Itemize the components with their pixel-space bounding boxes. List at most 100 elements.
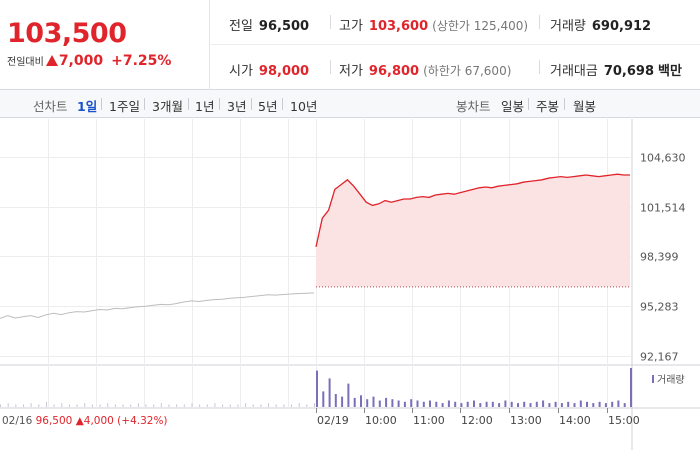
change-value: 7,000 bbox=[58, 53, 104, 69]
divider bbox=[330, 60, 331, 74]
volume-legend-label: 거래량 bbox=[657, 374, 685, 386]
period-5y[interactable]: 5년 bbox=[258, 99, 278, 114]
volume-bar-prev bbox=[237, 404, 239, 407]
divider bbox=[101, 98, 102, 110]
prev-day-summary: 02/16 96,500 ▲4,000 (+4.32%) bbox=[2, 415, 168, 427]
volume-bar-prev bbox=[7, 403, 9, 407]
period-10y[interactable]: 10년 bbox=[290, 99, 318, 114]
trade-value-unit: 백만 bbox=[658, 64, 682, 79]
prev-close-value: 96,500 bbox=[258, 19, 310, 34]
volume-bar-prev bbox=[30, 403, 32, 407]
today-area-fill bbox=[316, 174, 630, 287]
candle-chart-label: 봉차트 bbox=[456, 99, 491, 114]
volume-bar bbox=[517, 403, 519, 407]
prev-day-line bbox=[0, 292, 315, 319]
volume-bar bbox=[366, 399, 369, 407]
period-1d[interactable]: 1일 bbox=[77, 99, 98, 114]
volume-bar bbox=[328, 378, 331, 407]
volume-bar bbox=[548, 403, 551, 407]
volume-bar bbox=[623, 403, 626, 407]
change-percent: +7.25% bbox=[111, 53, 172, 69]
period-1w[interactable]: 1주일 bbox=[109, 99, 140, 114]
period-3m[interactable]: 3개월 bbox=[152, 99, 183, 114]
volume-bar bbox=[611, 401, 614, 407]
volume-bar-prev bbox=[306, 404, 308, 407]
volume-bar bbox=[529, 403, 532, 407]
volume-bar-prev bbox=[122, 404, 124, 407]
volume-bar bbox=[523, 401, 526, 407]
up-triangle-icon bbox=[45, 55, 58, 66]
volume-bar bbox=[598, 401, 601, 407]
volume-bar bbox=[397, 400, 400, 407]
volume-bar-prev bbox=[0, 404, 1, 407]
volume-bar bbox=[554, 401, 557, 407]
stats-row-1: 전일 96,500 고가 103,600 (상한가 125,400) 거래량 690,9… bbox=[211, 0, 700, 45]
volume-bar-prev bbox=[46, 401, 47, 407]
x-tick-label: 02/19 bbox=[317, 414, 349, 427]
x-tick-label: 10:00 bbox=[365, 414, 397, 427]
volume-bar-prev bbox=[298, 403, 300, 407]
candle-weekly[interactable]: 주봉 bbox=[536, 99, 560, 114]
volume-bar bbox=[460, 403, 463, 407]
volume-bar bbox=[542, 400, 545, 407]
period-selector-bar: 선차트 1일 1주일 3개월 1년 3년 5년 10년 봉차트 일봉 주봉 월봉 bbox=[0, 90, 700, 118]
volume-bar bbox=[491, 401, 494, 407]
y-tick-label: 101,514 bbox=[640, 202, 686, 215]
volume-bar bbox=[403, 401, 406, 407]
volume-bar bbox=[579, 400, 582, 407]
change-row: 전일대비 7,000 +7.25% bbox=[7, 53, 171, 69]
volume-bar bbox=[378, 400, 381, 407]
x-tick-label: 11:00 bbox=[413, 414, 445, 427]
prev-day-close: 96,500 bbox=[36, 415, 76, 427]
volume-bar-prev bbox=[283, 404, 285, 407]
divider bbox=[219, 98, 220, 110]
chart-series bbox=[0, 173, 630, 319]
prev-close-stat: 전일 96,500 bbox=[229, 15, 309, 34]
volume-bar-prev bbox=[61, 403, 63, 407]
volume-bar bbox=[316, 370, 318, 407]
volume-bar-prev bbox=[206, 404, 208, 407]
volume-bar bbox=[322, 391, 325, 407]
volume-bar-prev bbox=[160, 403, 162, 407]
volume-bar-prev bbox=[38, 404, 40, 407]
open-value: 98,000 bbox=[258, 64, 310, 79]
lower-limit: (하한가 67,600) bbox=[423, 64, 512, 78]
x-tick-label: 13:00 bbox=[510, 414, 542, 427]
volume-bar bbox=[473, 400, 475, 407]
volume-bar bbox=[617, 400, 620, 407]
volume-bar bbox=[447, 400, 450, 407]
volume-bar bbox=[347, 383, 350, 407]
volume-bar bbox=[416, 400, 419, 407]
candle-daily[interactable]: 일봉 bbox=[501, 99, 525, 114]
volume-bar bbox=[573, 403, 576, 407]
volume-bar-prev bbox=[168, 404, 170, 407]
volume-bar-prev bbox=[245, 403, 247, 407]
volume-bar bbox=[466, 401, 469, 407]
volume-bar-prev bbox=[291, 404, 292, 407]
volume-bar bbox=[435, 401, 438, 407]
y-tick-label: 95,283 bbox=[640, 301, 679, 314]
volume-bar-prev bbox=[222, 404, 224, 407]
volume-bar bbox=[586, 401, 588, 407]
candle-monthly[interactable]: 월봉 bbox=[573, 99, 597, 114]
period-1y[interactable]: 1년 bbox=[195, 99, 215, 114]
y-tick-label: 92,167 bbox=[640, 351, 679, 364]
divider bbox=[539, 60, 540, 74]
volume-bar bbox=[504, 400, 507, 407]
low-value: 96,800 bbox=[368, 64, 420, 79]
x-axis: 02/16 96,500 ▲4,000 (+4.32%) 02/19 10:00 11… bbox=[2, 408, 640, 427]
volume-bar-prev bbox=[114, 404, 116, 407]
x-tick-label: 15:00 bbox=[608, 414, 640, 427]
volume-value: 690,912 bbox=[591, 19, 652, 34]
volume-bar-prev bbox=[130, 404, 132, 407]
price-chart[interactable]: 104,630 101,514 98,399 95,283 92,167 거래량 02/… bbox=[0, 119, 700, 450]
trade-value-stat: 거래대금 70,698 백만 bbox=[550, 60, 682, 79]
divider bbox=[539, 15, 540, 29]
low-label: 저가 bbox=[339, 64, 363, 79]
volume-bar bbox=[391, 399, 394, 407]
low-stat: 저가 96,800 (하한가 67,600) bbox=[339, 60, 511, 79]
volume-bar-prev bbox=[137, 403, 139, 407]
period-3y[interactable]: 3년 bbox=[227, 99, 247, 114]
prev-day-change-arrow: ▲ bbox=[76, 415, 85, 427]
volume-bar bbox=[567, 401, 570, 407]
